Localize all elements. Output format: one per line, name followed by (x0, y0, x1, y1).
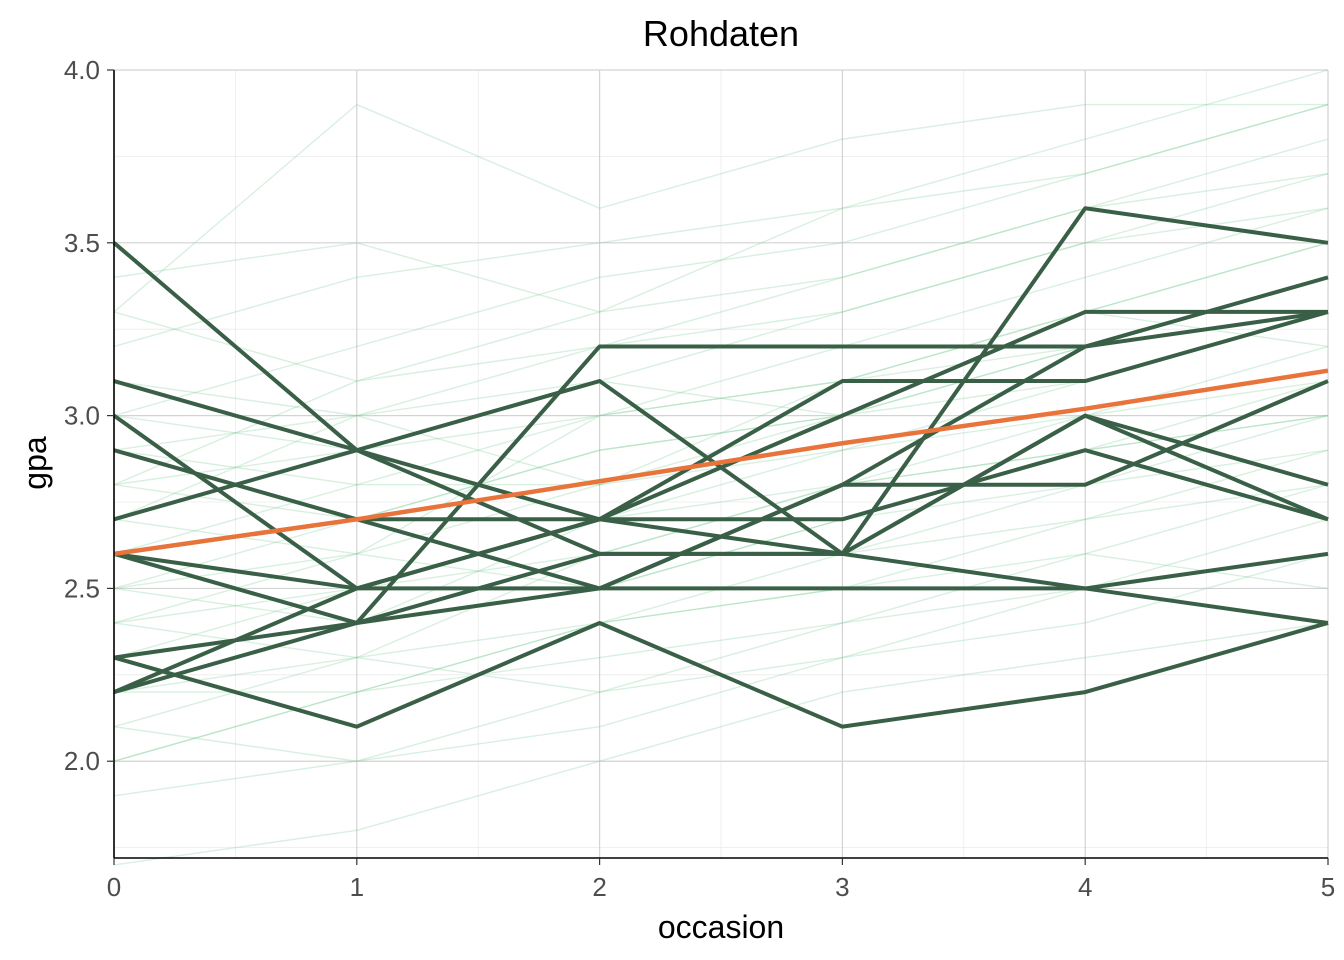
x-tick-label: 4 (1078, 872, 1092, 902)
y-tick-label: 3.0 (64, 401, 100, 431)
background-series-line (113, 622, 1329, 866)
x-tick-label: 3 (835, 872, 849, 902)
highlighted-series-line (113, 379, 1329, 660)
y-tick-label: 2.0 (64, 746, 100, 776)
x-tick-label: 2 (592, 872, 606, 902)
highlighted-series-line (113, 448, 1329, 625)
chart-title: Rohdaten (643, 13, 799, 54)
background-series-line (113, 103, 1329, 417)
y-axis-title: gpa (17, 436, 53, 490)
highlighted-series-line (113, 206, 1329, 695)
highlighted-series-line (113, 310, 1329, 694)
background-series-line (113, 449, 1329, 762)
background-series-line (113, 207, 1329, 417)
highlighted-series-line (113, 309, 1328, 591)
y-tick-label: 3.5 (64, 228, 100, 258)
background-series-line (113, 207, 1329, 555)
background-series-line (113, 242, 1329, 486)
highlighted-series-group (112, 206, 1329, 729)
axes (107, 69, 1329, 865)
y-tick-label: 2.5 (64, 573, 100, 603)
x-axis-title: occasion (658, 909, 784, 945)
background-series-line (113, 553, 1329, 797)
x-tick-label: 1 (350, 872, 364, 902)
y-tick-label: 4.0 (64, 55, 100, 85)
background-series-line (113, 69, 1329, 348)
background-series-line (113, 518, 1329, 762)
x-tick-label: 0 (107, 872, 121, 902)
background-series-line (113, 311, 1329, 486)
axis-labels: 0 1 2 3 4 5 2.0 2.5 3.0 3.5 4.0 (64, 55, 1335, 902)
background-series-line (113, 172, 1329, 382)
background-series-line (113, 553, 1329, 693)
background-series-line (113, 484, 1329, 728)
mean-line-group (113, 368, 1329, 557)
background-series-line (113, 242, 1329, 590)
highlighted-series-line (113, 309, 1329, 625)
mean-trend-line (113, 368, 1329, 557)
background-series-line (113, 103, 1328, 313)
highlighted-series-line (113, 620, 1329, 729)
background-series-line (113, 103, 1329, 313)
x-tick-label: 5 (1321, 872, 1335, 902)
background-series-line (113, 138, 1329, 486)
